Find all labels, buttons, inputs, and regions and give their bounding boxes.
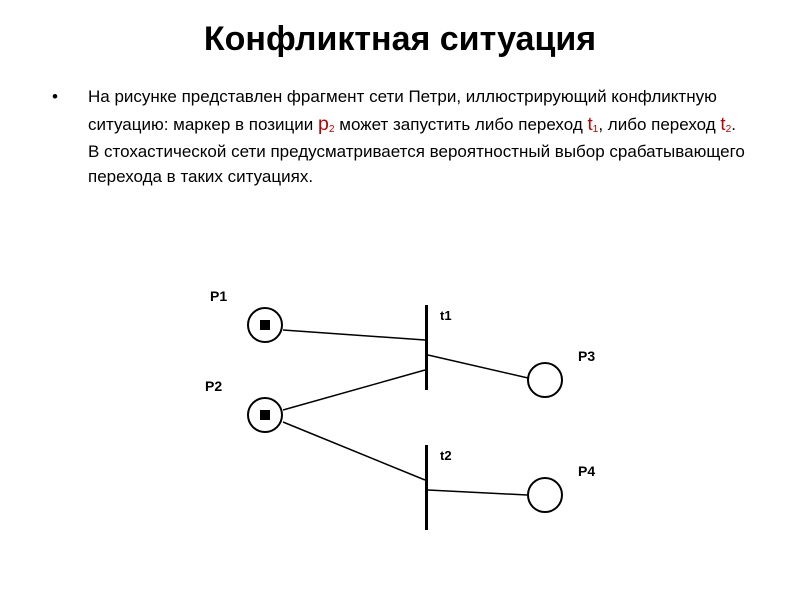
- body-part-2: может запустить либо переход: [335, 115, 588, 134]
- place-label-p3: P3: [578, 348, 595, 364]
- transition-label-t1: t1: [440, 308, 452, 323]
- arc: [428, 490, 527, 495]
- place-label-p4: P4: [578, 463, 595, 479]
- arcs-layer: [150, 280, 650, 560]
- ref-p2-sub: 2: [329, 124, 335, 135]
- ref-p2-label: р: [318, 113, 329, 135]
- place-label-p1: P1: [210, 288, 227, 304]
- token-icon: [260, 410, 270, 420]
- ref-t1-sub: 1: [593, 124, 599, 135]
- transition-t1: [425, 305, 428, 390]
- page-title: Конфликтная ситуация: [50, 20, 750, 59]
- place-p3: [527, 362, 563, 398]
- arc: [283, 330, 425, 340]
- place-p2: [247, 397, 283, 433]
- arc: [283, 422, 425, 480]
- body-part-3: , либо переход: [598, 115, 720, 134]
- ref-t2-label: t: [720, 113, 725, 134]
- transition-t2: [425, 445, 428, 530]
- body-paragraph: •На рисунке представлен фрагмент сети Пе…: [70, 84, 750, 190]
- place-label-p2: P2: [205, 378, 222, 394]
- token-icon: [260, 320, 270, 330]
- ref-t2-sub: 2: [726, 124, 732, 135]
- bullet-icon: •: [70, 84, 88, 110]
- ref-p2: р2: [318, 115, 335, 134]
- transition-label-t2: t2: [440, 448, 452, 463]
- place-p4: [527, 477, 563, 513]
- place-p1: [247, 307, 283, 343]
- ref-t1: t1: [587, 115, 598, 134]
- ref-t1-label: t: [587, 113, 592, 134]
- petri-net-diagram: P1 P2 P3 P4 t1 t2: [150, 280, 650, 560]
- arc: [283, 370, 425, 410]
- arc: [428, 355, 528, 378]
- ref-t2: t2: [720, 115, 731, 134]
- title-text: Конфликтная ситуация: [204, 20, 596, 58]
